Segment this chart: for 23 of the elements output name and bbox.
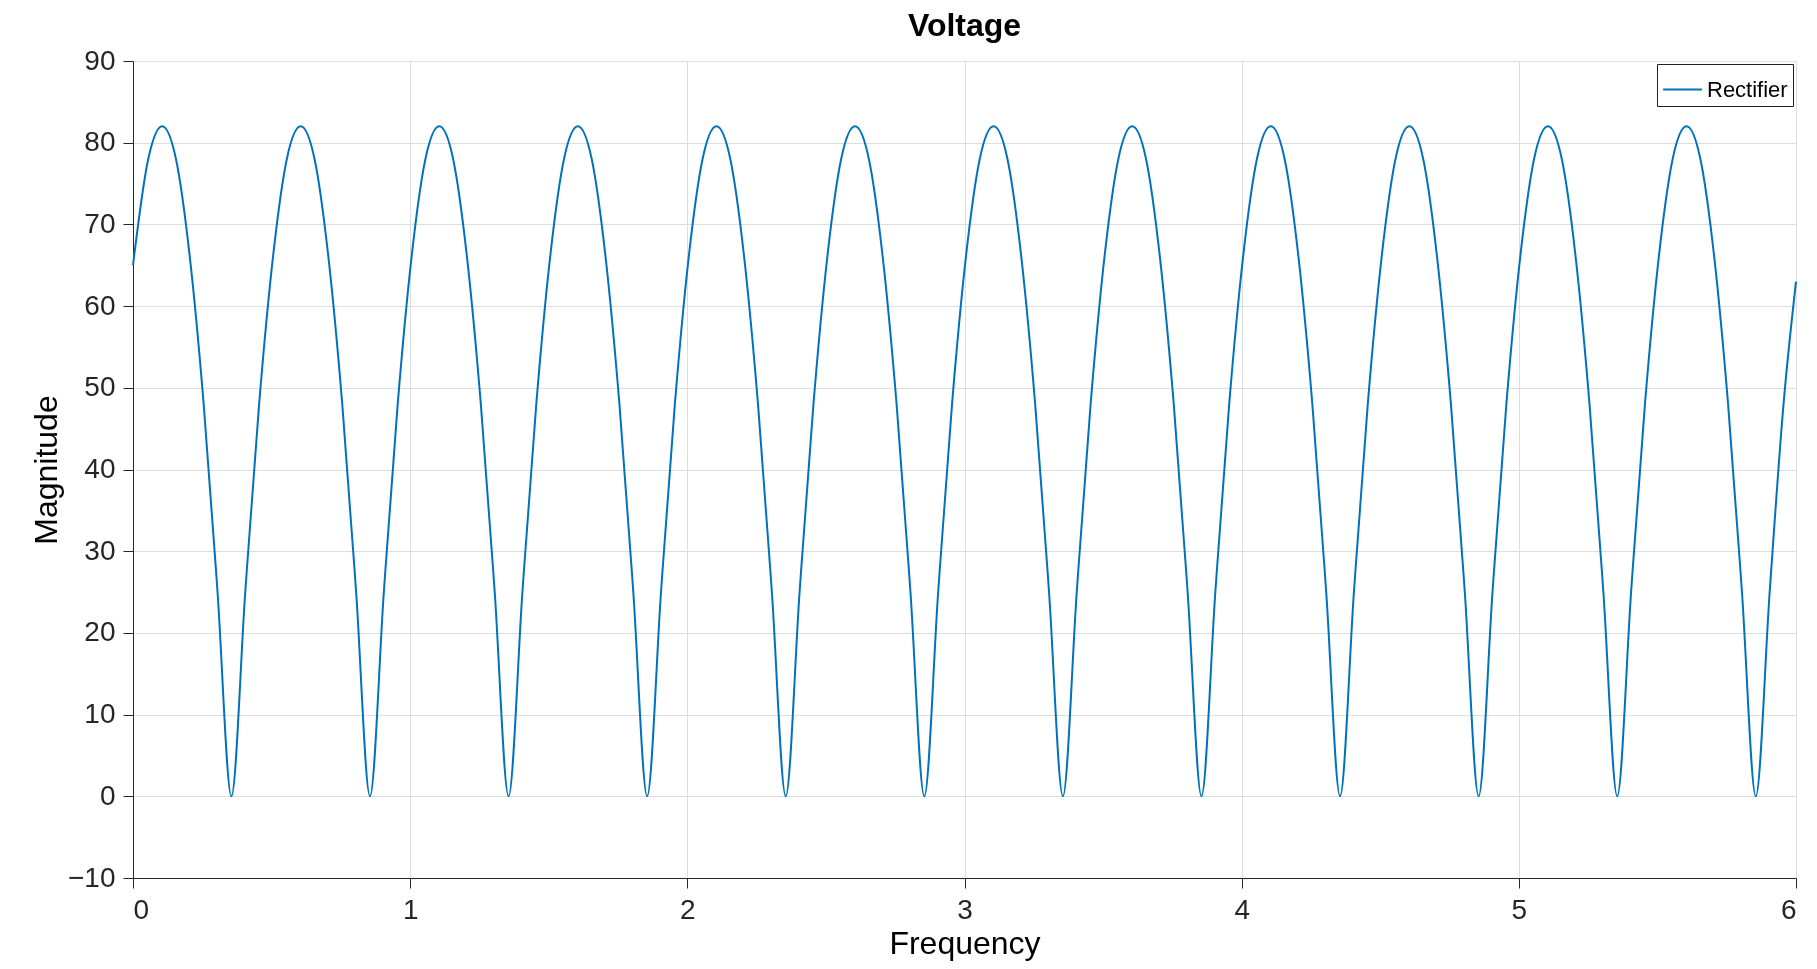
x-tick-label: 5 — [1511, 893, 1528, 925]
x-tick-label: 3 — [957, 893, 973, 925]
y-tick-label: 80 — [84, 126, 116, 158]
x-tick-label: 0 — [133, 893, 150, 925]
x-tick-label: 4 — [1234, 893, 1250, 925]
x-tick-label: 2 — [680, 893, 696, 925]
chart-title: Voltage — [907, 7, 1022, 43]
y-tick-label: 50 — [84, 371, 116, 403]
y-tick-label: 0 — [99, 779, 116, 811]
x-axis-title: Frequency — [889, 924, 1041, 961]
x-tick-label: 1 — [402, 893, 419, 925]
y-tick-label: 40 — [84, 453, 116, 484]
y-tick-label: 10 — [84, 698, 116, 730]
y-tick-label: 30 — [84, 534, 116, 566]
line-series — [132, 125, 1797, 798]
y-tick-label: −10 — [68, 861, 116, 893]
y-tick-label: 60 — [84, 289, 116, 321]
x-tick-label: 6 — [1780, 893, 1797, 925]
legend-label: Rectifier — [1707, 76, 1788, 102]
y-tick-label: 70 — [84, 207, 116, 239]
y-tick-label: 90 — [84, 44, 116, 76]
y-tick-label: 20 — [84, 616, 116, 648]
y-axis-title: Magnitude — [28, 395, 64, 545]
